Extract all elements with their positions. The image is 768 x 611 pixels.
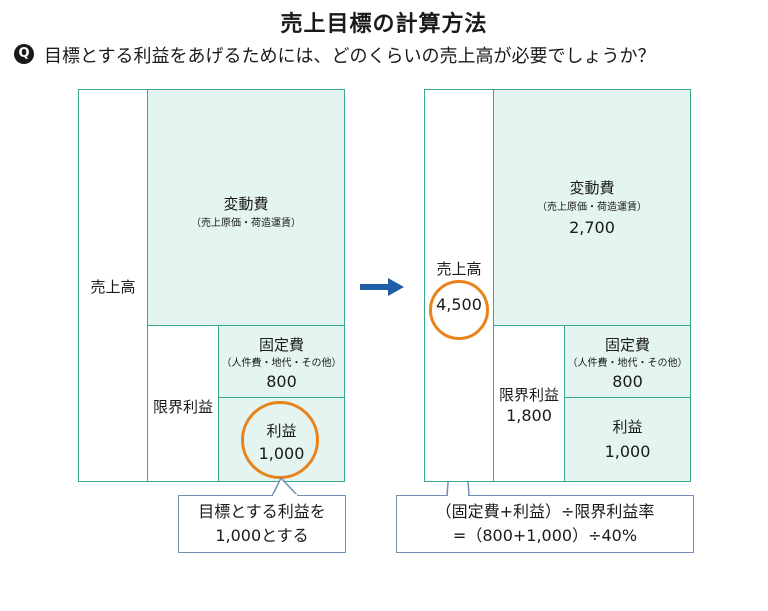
question-text: 目標とする利益をあげるためには、どのくらいの売上高が必要でしょうか？ — [44, 46, 656, 67]
right-fixed-cost-value: 800 — [612, 372, 643, 391]
right-fixed-cost-label: 固定費 — [604, 336, 650, 354]
right-variable-cost-box: 変動費 （売上原価・荷造運賃） 2,700 — [493, 89, 691, 326]
right-sales-highlight-circle — [429, 280, 489, 340]
left-fixed-cost-sub: （人件費・地代・その他） — [221, 358, 342, 369]
left-fixed-cost-label: 固定費 — [258, 336, 304, 354]
right-profit-box: 利益 1,000 — [564, 397, 691, 482]
right-variable-cost-label: 変動費 — [569, 179, 615, 197]
right-callout-line1: （固定費+利益）÷限界利益率 — [435, 502, 655, 521]
left-sales-column: 売上高 — [78, 89, 148, 482]
left-variable-cost-box: 変動費 （売上原価・荷造運賃） — [147, 89, 345, 326]
right-marginal-profit-value: 1,800 — [506, 406, 552, 425]
left-variable-cost-sub: （売上原価・荷造運賃） — [191, 218, 301, 229]
right-callout-line2: =（800+1,000）÷40% — [452, 526, 638, 545]
question-badge: Q — [14, 44, 34, 64]
right-callout-box: （固定費+利益）÷限界利益率 =（800+1,000）÷40% — [396, 495, 694, 553]
right-arrow-icon — [360, 278, 404, 296]
left-variable-cost-label: 変動費 — [223, 195, 269, 213]
right-fixed-cost-sub: （人件費・地代・その他） — [567, 358, 688, 369]
right-variable-cost-sub: （売上原価・荷造運賃） — [537, 202, 647, 213]
left-profit-highlight-circle — [241, 401, 319, 479]
left-callout-box: 目標とする利益を 1,000とする — [178, 495, 346, 553]
left-fixed-cost-box: 固定費 （人件費・地代・その他） 800 — [218, 325, 345, 398]
right-pointer-joint — [448, 494, 468, 497]
right-fixed-cost-box: 固定費 （人件費・地代・その他） 800 — [564, 325, 691, 398]
right-profit-value: 1,000 — [604, 442, 651, 461]
left-fixed-cost-value: 800 — [266, 372, 297, 391]
left-callout-line2: 1,000とする — [215, 526, 309, 545]
right-profit-label: 利益 — [612, 418, 643, 436]
right-variable-cost-value: 2,700 — [569, 218, 615, 237]
left-sales-label: 売上高 — [90, 278, 136, 296]
left-marginal-profit-label: 限界利益 — [152, 398, 213, 416]
left-callout-line1: 目標とする利益を — [198, 502, 326, 521]
left-pointer-joint — [273, 494, 297, 497]
right-sales-label: 売上高 — [436, 260, 482, 278]
left-marginal-profit-box: 限界利益 — [147, 325, 219, 482]
right-marginal-profit-label: 限界利益 — [498, 386, 559, 404]
page-title: 売上目標の計算方法 — [280, 12, 488, 37]
right-marginal-profit-box: 限界利益 1,800 — [493, 325, 565, 482]
